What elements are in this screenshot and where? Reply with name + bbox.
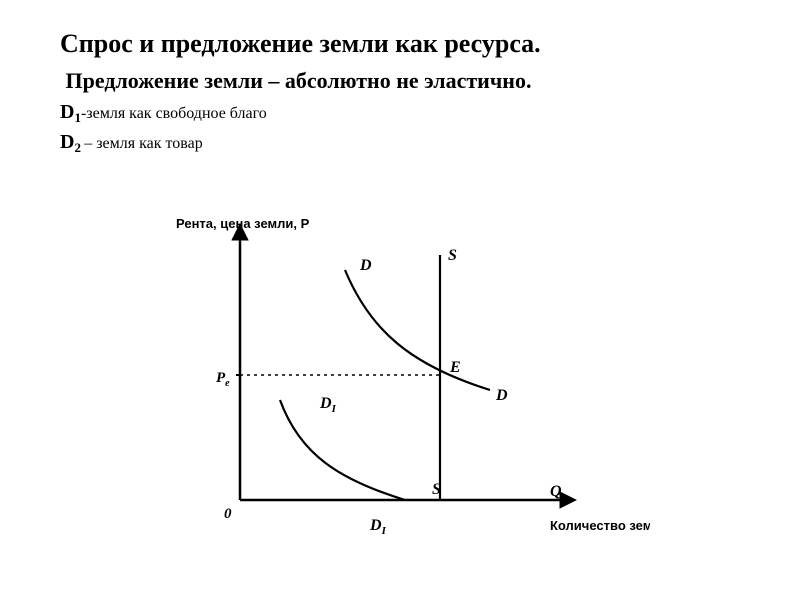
page-title: Спрос и предложение земли как ресурса. [60,28,760,61]
svg-text:D: D [495,387,508,404]
svg-text:DI: DI [369,517,387,537]
svg-text:Pe: Pe [216,370,230,389]
svg-text:DI: DI [319,395,337,415]
subtitle: Предложение земли – абсолютно не эластич… [60,67,760,96]
legend-d2-text: – земля как товар [84,135,203,152]
svg-text:S: S [448,247,457,264]
legend-d1-symbol: D [60,101,74,123]
legend-d2: D2 – земля как товар [60,129,760,157]
legend-d1-text: -земля как свободное благо [81,105,267,122]
svg-text:Количество земли: Количество земли [550,518,650,533]
subtitle-text: Предложение земли – абсолютно не эластич… [66,68,532,93]
svg-text:D: D [359,257,372,274]
svg-text:Рента, цена земли, Р: Рента, цена земли, Р [176,216,310,231]
svg-text:Q: Q [550,483,562,500]
svg-text:S: S [432,481,441,498]
svg-text:E: E [449,359,461,376]
svg-text:0: 0 [224,506,232,522]
supply-demand-chart: Рента, цена земли, Р Количество земли Q 0 S S… [170,200,650,560]
legend-d2-symbol: D [60,131,74,153]
legend-d2-sub: 2 [74,140,84,155]
legend-d1: D1-земля как свободное благо [60,99,760,127]
